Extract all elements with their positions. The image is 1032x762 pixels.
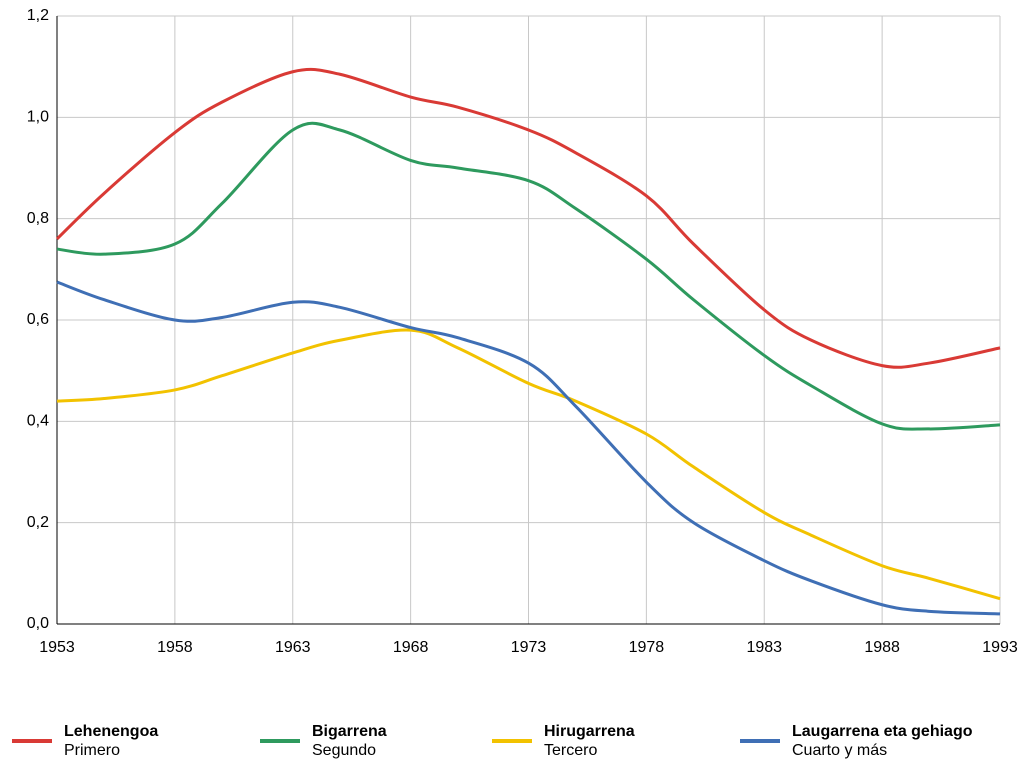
legend-label: Laugarrena eta gehiago — [792, 723, 973, 740]
x-tick-label: 1958 — [157, 639, 193, 656]
y-tick-label: 0,2 — [27, 514, 49, 531]
legend-sublabel: Tercero — [544, 742, 597, 759]
y-tick-label: 0,4 — [27, 413, 49, 430]
y-tick-label: 1,0 — [27, 109, 49, 126]
x-tick-label: 1953 — [39, 639, 75, 656]
x-tick-label: 1988 — [864, 639, 900, 656]
legend-label: Bigarrena — [312, 723, 387, 740]
line-series — [56, 121, 1001, 431]
legend-sublabel: Cuarto y más — [792, 742, 887, 759]
legend-label: Hirugarrena — [544, 723, 635, 740]
y-tick-label: 1,2 — [27, 7, 49, 24]
y-tick-label: 0,0 — [27, 615, 49, 632]
x-tick-label: 1993 — [982, 639, 1018, 656]
x-tick-label: 1983 — [746, 639, 782, 656]
line-series — [56, 328, 1001, 601]
legend-label: Lehenengoa — [64, 723, 158, 740]
x-tick-label: 1973 — [511, 639, 547, 656]
legend-sublabel: Segundo — [312, 742, 376, 759]
x-tick-label: 1978 — [629, 639, 665, 656]
y-tick-label: 0,8 — [27, 210, 49, 227]
legend-sublabel: Primero — [64, 742, 120, 759]
x-tick-label: 1963 — [275, 639, 311, 656]
x-tick-label: 1968 — [393, 639, 429, 656]
line-series — [56, 280, 1001, 616]
y-tick-label: 0,6 — [27, 311, 49, 328]
line-series — [55, 67, 1001, 369]
